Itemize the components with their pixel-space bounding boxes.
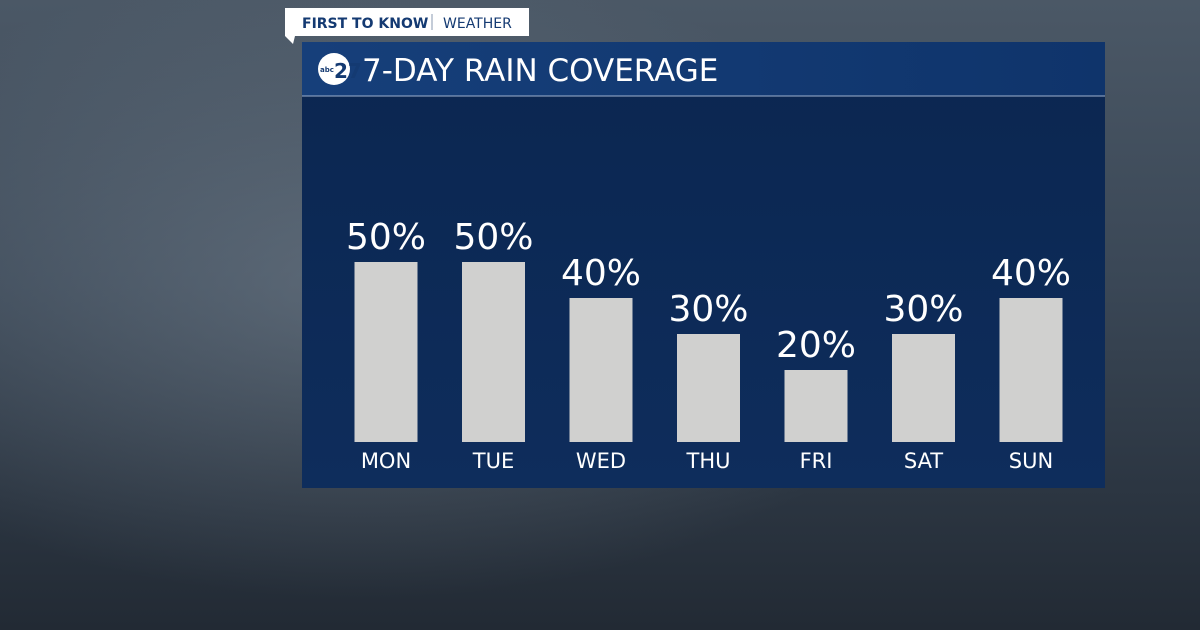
bar bbox=[462, 262, 525, 442]
bar bbox=[892, 334, 955, 442]
plot: 50% MON 50% TUE 40% WED 30% THU 20% FRI 30% SAT 40% S… bbox=[346, 217, 1071, 473]
category-label: SAT bbox=[904, 449, 943, 473]
category-label: MON bbox=[361, 449, 411, 473]
logo-channel: 27 bbox=[334, 59, 362, 83]
value-label: 50% bbox=[346, 217, 426, 258]
tag-left: FIRST TO KNOW bbox=[302, 16, 428, 32]
category-label: SUN bbox=[1009, 449, 1053, 473]
value-label: 30% bbox=[883, 289, 963, 330]
value-label: 50% bbox=[453, 217, 533, 258]
category-label: THU bbox=[686, 449, 731, 473]
value-label: 40% bbox=[561, 253, 641, 294]
tag-right: WEATHER bbox=[443, 16, 512, 32]
category-label: TUE bbox=[472, 449, 514, 473]
panel-header bbox=[302, 42, 1105, 96]
bar bbox=[354, 262, 418, 442]
tag-pointer bbox=[285, 36, 295, 44]
logo-network: abc bbox=[320, 66, 334, 74]
chart-title: 7-DAY RAIN COVERAGE bbox=[362, 53, 718, 89]
value-label: 30% bbox=[668, 289, 748, 330]
bar bbox=[569, 298, 633, 442]
logo-circle bbox=[318, 53, 350, 85]
value-label: 40% bbox=[991, 253, 1071, 294]
tag-box bbox=[285, 8, 529, 36]
value-label: 20% bbox=[776, 325, 856, 366]
bar bbox=[784, 370, 848, 442]
tag: FIRST TO KNOW WEATHER bbox=[285, 8, 529, 44]
category-label: FRI bbox=[800, 449, 833, 473]
bar bbox=[677, 334, 740, 442]
logo: abc 27 bbox=[318, 53, 362, 85]
bar bbox=[999, 298, 1063, 442]
category-label: WED bbox=[576, 449, 626, 473]
